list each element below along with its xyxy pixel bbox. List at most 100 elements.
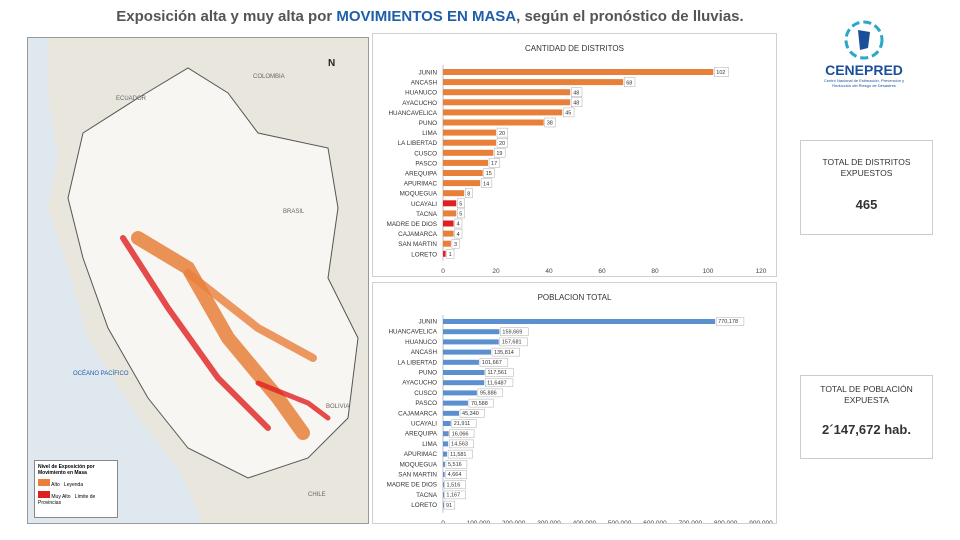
total-population-value: 2´147,672 hab. (822, 422, 911, 437)
map-label-ecuador: ECUADOR (116, 96, 147, 102)
category-label: APURIMAC (404, 451, 438, 458)
category-label: LA LIBERTAD (398, 140, 438, 147)
bar (443, 170, 483, 176)
category-label: CUSCO (414, 390, 437, 397)
category-label: PASCO (415, 400, 437, 407)
bar (443, 441, 449, 447)
data-label: 14 (483, 181, 489, 187)
bar (443, 492, 444, 498)
bar (443, 482, 444, 488)
data-label: 101,667 (482, 360, 502, 366)
data-label-box (480, 178, 493, 188)
data-label: 16,066 (452, 431, 469, 437)
legend-item-alto: Alto (51, 482, 60, 488)
population-chart-title: POBLACION TOTAL (537, 293, 612, 302)
districts-chart-panel: CANTIDAD DE DISTRITOS JUNIN 102 ANCASH 68 HU… (372, 33, 777, 277)
tick-label: 600,000 (643, 520, 667, 523)
districts-chart-title: CANTIDAD DE DISTRITOS (525, 44, 624, 53)
data-label: 45,340 (462, 411, 479, 417)
data-label-box (444, 480, 466, 489)
category-label: CUSCO (414, 150, 437, 157)
bar (443, 230, 454, 237)
category-label: AREQUIPA (405, 171, 438, 178)
bar (443, 380, 485, 386)
data-label-box (459, 409, 485, 418)
data-label: 102 (716, 70, 725, 76)
data-label: 20 (499, 131, 505, 137)
category-label: TACNA (416, 211, 438, 218)
bar (443, 109, 563, 116)
map-label-chile: CHILE (308, 492, 326, 498)
map-label-ocean: OCÉANO PACÍFICO (73, 370, 129, 377)
data-label: 5 (459, 212, 462, 218)
data-label: 135,814 (494, 350, 514, 356)
bar (443, 370, 485, 375)
data-label-box (499, 337, 528, 347)
tick-label: 60 (598, 268, 606, 275)
data-label: 21,911 (454, 421, 470, 427)
data-label-box (496, 127, 509, 138)
category-label: LORETO (411, 251, 437, 258)
data-label-box (477, 388, 503, 398)
legend-item-muy-alto: Muy Alto (51, 494, 71, 500)
data-label-box (457, 198, 465, 209)
bar (443, 349, 491, 355)
tick-label: 200,000 (502, 520, 526, 523)
category-label: LA LIBERTAD (398, 359, 438, 366)
data-label: 159,669 (502, 329, 522, 335)
data-label: 38 (547, 121, 553, 127)
data-label-box (464, 188, 473, 198)
category-label: UCAYALI (411, 421, 437, 428)
data-label: 157,681 (502, 340, 522, 346)
bar (443, 390, 477, 396)
cenepred-logo: CENEPRED Centro Nacional de Estimación, … (818, 18, 910, 90)
data-label-box (454, 228, 463, 239)
bar (443, 200, 457, 207)
data-label-box (491, 347, 520, 357)
data-label-box (479, 358, 508, 367)
bar (443, 319, 716, 324)
bar (443, 431, 449, 437)
data-label: 15 (486, 171, 492, 177)
legend-title: Nivel de Exposición por Movimiento en Ma… (38, 464, 95, 476)
data-label: 3 (454, 242, 457, 248)
data-label-box (544, 117, 556, 128)
category-label: MADRE DE DIOS (387, 482, 437, 489)
title-suffix: , según el pronóstico de lluvias. (516, 8, 744, 25)
tick-label: 300,000 (537, 520, 561, 523)
map-drawing: COLOMBIA ECUADOR BRASIL BOLIVIA CHILE OC… (28, 38, 368, 523)
bar (443, 400, 468, 406)
total-districts-value: 465 (855, 197, 878, 212)
data-label: 5 (459, 202, 462, 208)
bar (443, 119, 544, 126)
tick-label: 0 (441, 520, 445, 523)
data-label: 11,6487 (487, 380, 506, 386)
data-label-box (714, 67, 729, 77)
category-label: SAN MARTIN (398, 241, 437, 248)
bar (443, 329, 500, 335)
category-label: MOQUEGUA (400, 191, 438, 198)
legend-extra-leyenda: Leyenda (63, 482, 84, 488)
logo-subtitle: Centro Nacional de Estimación, Prevenció… (823, 78, 905, 88)
data-label-box (623, 77, 636, 87)
total-population-label: TOTAL DE POBLACIÓN EXPUESTA (820, 384, 913, 405)
bar (443, 210, 457, 217)
data-label: 45 (565, 111, 571, 117)
category-label: PASCO (415, 160, 437, 167)
category-label: ANCASH (411, 80, 438, 87)
bar (443, 250, 446, 257)
cenepred-emblem-icon (844, 20, 884, 60)
bar (443, 451, 448, 457)
bar (443, 339, 499, 345)
bar (443, 99, 571, 106)
bar (443, 220, 454, 227)
page-title: Exposición alta y muy alta por MOVIMIENT… (0, 8, 860, 25)
category-label: AYACUCHO (402, 380, 437, 387)
data-label-box (715, 317, 745, 326)
data-label-box (457, 208, 465, 219)
tick-label: 800,000 (714, 520, 738, 523)
data-label-box (483, 168, 495, 178)
data-label: 19 (496, 151, 502, 157)
category-label: HUANUCO (405, 339, 437, 346)
title-highlight: MOVIMIENTOS EN MASA (336, 8, 517, 25)
